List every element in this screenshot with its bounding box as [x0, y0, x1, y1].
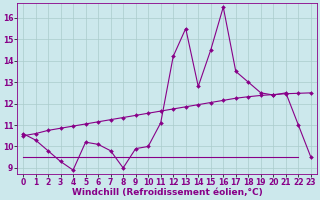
X-axis label: Windchill (Refroidissement éolien,°C): Windchill (Refroidissement éolien,°C) [72, 188, 262, 197]
